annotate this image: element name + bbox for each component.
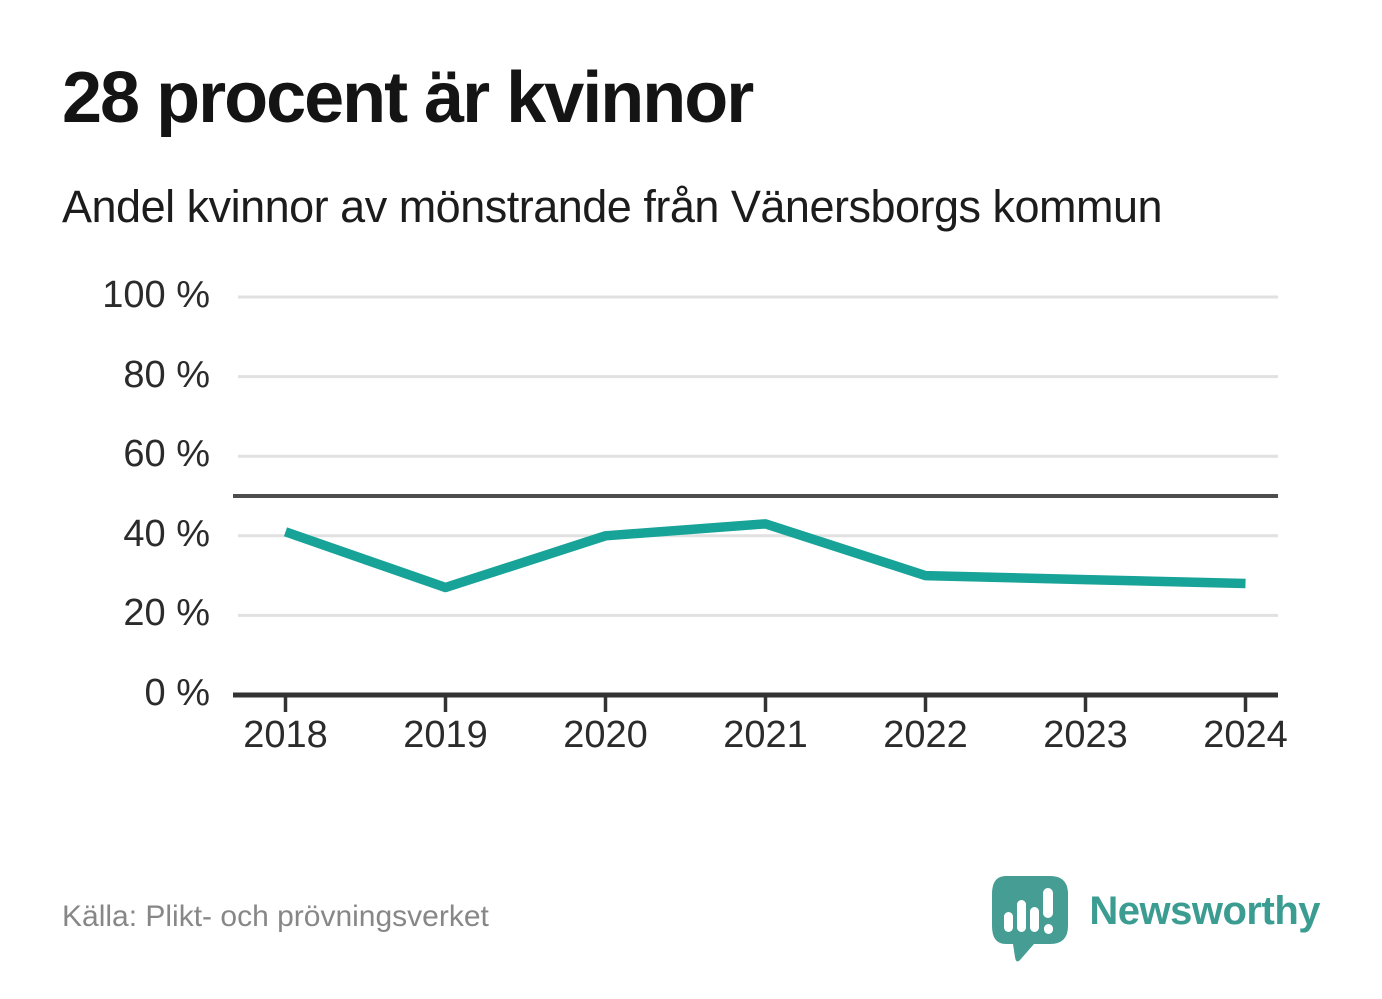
chart-subtitle: Andel kvinnor av mönstrande från Vänersb… bbox=[62, 181, 1163, 232]
x-tick-label: 2024 bbox=[1203, 714, 1288, 756]
y-tick-label: 0 % bbox=[144, 672, 210, 714]
x-tick-label: 2022 bbox=[883, 714, 968, 756]
x-tick-label: 2020 bbox=[563, 714, 648, 756]
x-tick-label: 2019 bbox=[403, 714, 488, 756]
chart-title: 28 procent är kvinnor bbox=[62, 58, 754, 138]
y-tick-label: 60 % bbox=[123, 433, 210, 476]
brand-name: Newsworthy bbox=[1089, 888, 1320, 933]
brand-logo: Newsworthy bbox=[989, 874, 1320, 962]
y-tick-label: 80 % bbox=[123, 353, 210, 396]
x-tick-label: 2023 bbox=[1043, 714, 1128, 756]
y-tick-label: 40 % bbox=[123, 512, 210, 555]
y-tick-label: 20 % bbox=[123, 592, 210, 635]
source-caption: Källa: Plikt- och prövningsverket bbox=[62, 900, 489, 933]
newsworthy-speech-bubble-bar-chart-icon bbox=[992, 876, 1069, 962]
data-line bbox=[283, 519, 1246, 593]
x-tick-label: 2021 bbox=[723, 714, 808, 756]
x-tick-label: 2018 bbox=[243, 714, 328, 756]
y-tick-label: 100 % bbox=[102, 274, 210, 316]
